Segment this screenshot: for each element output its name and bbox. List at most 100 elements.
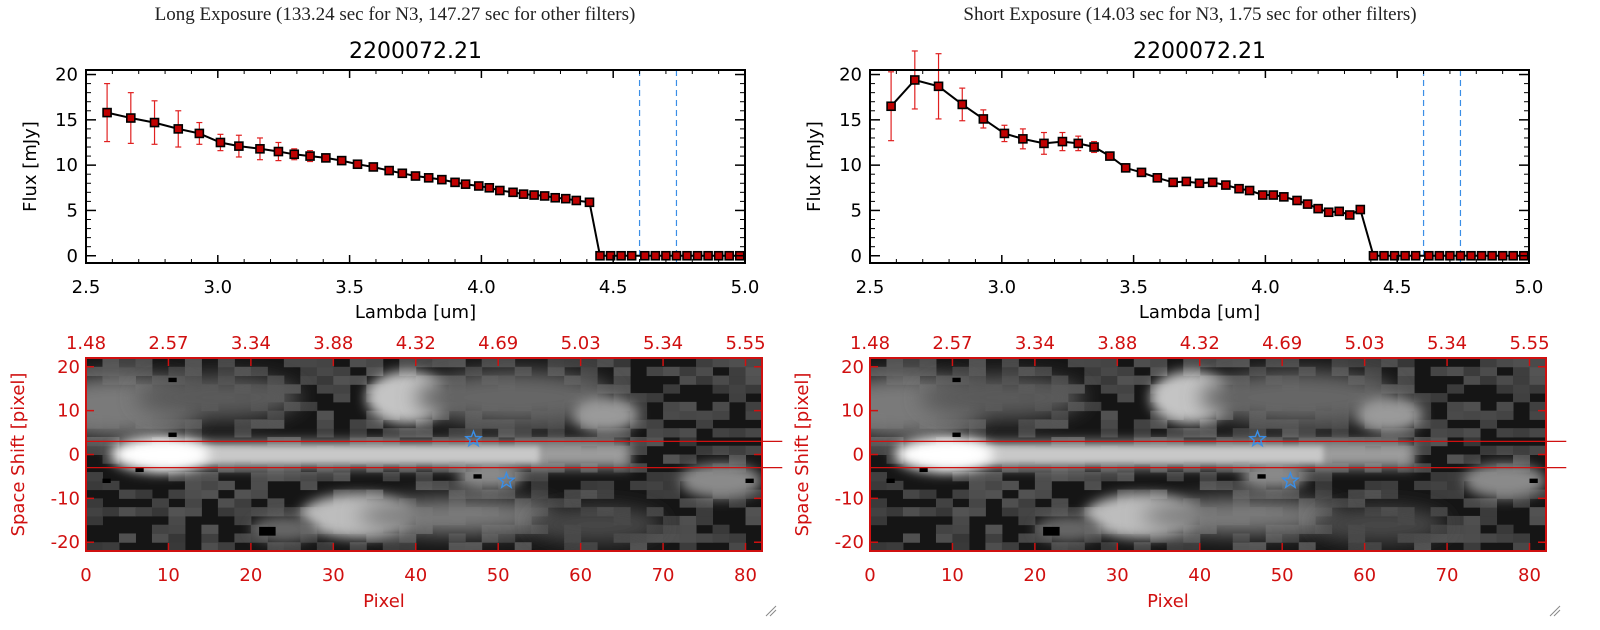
noise-pixel — [968, 366, 986, 377]
noise-pixel — [201, 489, 219, 499]
noise-pixel — [1034, 507, 1052, 517]
noise-pixel — [712, 401, 730, 412]
noise-pixel — [316, 472, 334, 482]
emission-patch — [456, 463, 523, 490]
emission-patch — [1356, 397, 1423, 433]
flux-point — [273, 146, 284, 157]
masked-pixel — [952, 432, 961, 437]
noise-pixel — [1381, 489, 1399, 499]
noise-pixel — [630, 445, 648, 455]
noise-pixel — [366, 358, 384, 368]
noise-pixel — [935, 507, 953, 517]
noise-pixel — [663, 410, 681, 420]
noise-pixel — [1117, 375, 1135, 385]
noise-pixel — [1529, 507, 1546, 517]
noise-pixel — [985, 489, 1003, 499]
noise-pixel — [135, 507, 153, 517]
noise-pixel — [712, 384, 730, 394]
y-axis-label: Space Shift [pixel] — [792, 373, 813, 537]
noise-pixel — [316, 384, 334, 394]
noise-pixel — [886, 358, 904, 368]
noise-pixel — [729, 454, 747, 464]
noise-pixel — [1364, 366, 1382, 377]
noise-pixel — [646, 393, 664, 403]
flux-point — [1334, 206, 1345, 217]
noise-pixel — [985, 480, 1003, 491]
noise-pixel — [712, 375, 730, 385]
masked-pixel — [952, 377, 961, 383]
noise-pixel — [498, 489, 516, 499]
masked-pixel — [919, 467, 928, 473]
noise-pixel — [151, 524, 169, 534]
y-axis-label: Flux [mJy] — [20, 121, 41, 212]
noise-pixel — [1018, 515, 1036, 526]
noise-pixel — [902, 489, 920, 499]
flux-point — [1497, 250, 1508, 261]
noise-pixel — [1364, 489, 1382, 499]
noise-pixel — [1480, 445, 1498, 455]
x-tick-label: 4.5 — [599, 277, 628, 298]
noise-pixel — [663, 489, 681, 499]
emission-patch — [1199, 371, 1398, 424]
y-tick-label: 10 — [55, 155, 78, 176]
noise-pixel — [646, 472, 664, 482]
noise-pixel — [349, 375, 367, 385]
noise-pixel — [366, 410, 384, 420]
noise-pixel — [679, 515, 697, 526]
noise-pixel — [985, 524, 1003, 534]
noise-pixel — [1034, 480, 1052, 491]
noise-pixel — [250, 533, 268, 543]
noise-pixel — [1100, 419, 1118, 429]
noise-pixel — [547, 366, 565, 377]
noise-pixel — [1397, 428, 1415, 438]
noise-pixel — [1084, 358, 1102, 368]
noise-pixel — [432, 410, 450, 420]
x-axis-label: Lambda [um] — [355, 302, 476, 323]
noise-pixel — [1430, 480, 1448, 491]
noise-pixel — [102, 445, 120, 455]
noise-pixel — [630, 410, 648, 420]
flux-point — [1445, 250, 1455, 261]
noise-pixel — [1315, 498, 1333, 508]
noise-pixel — [448, 542, 466, 551]
noise-pixel — [597, 489, 615, 499]
flux-point — [1073, 138, 1084, 149]
noise-pixel — [1166, 428, 1184, 438]
noise-pixel — [1480, 498, 1498, 508]
top-tick-label: 3.88 — [1097, 333, 1137, 354]
noise-pixel — [300, 366, 318, 377]
noise-pixel — [952, 542, 970, 551]
noise-pixel — [870, 515, 887, 526]
top-tick-label: 5.55 — [1509, 333, 1549, 354]
spectrum-plot-right: 2200072.21 2.5 3.0 3.5 4.0 4.5 5.0 0 5 10 15 20 Lamb… — [804, 39, 1543, 323]
noise-pixel — [1513, 358, 1531, 368]
noise-pixel — [1133, 358, 1151, 368]
emission-patch — [1150, 371, 1233, 424]
x-tick-label: 4.5 — [1383, 277, 1412, 298]
noise-pixel — [679, 533, 697, 543]
noise-pixel — [935, 533, 953, 543]
noise-pixel — [531, 489, 549, 499]
noise-pixel — [481, 358, 499, 368]
noise-pixel — [1034, 366, 1052, 377]
flux-point — [1234, 183, 1244, 194]
noise-pixel — [1447, 454, 1465, 464]
noise-pixel — [646, 480, 664, 491]
x-tick-label: 50 — [487, 565, 510, 586]
noise-pixel — [1133, 419, 1151, 429]
noise-pixel — [168, 507, 186, 517]
masked-pixel — [745, 478, 754, 484]
noise-pixel — [968, 358, 986, 368]
flux-point — [450, 177, 460, 188]
noise-pixel — [952, 515, 970, 526]
x-tick-label: 20 — [1023, 565, 1046, 586]
noise-pixel — [399, 542, 417, 551]
noise-pixel — [1496, 410, 1514, 420]
noise-pixel — [86, 498, 103, 508]
emission-patch — [919, 375, 1085, 420]
noise-pixel — [415, 358, 433, 368]
flux-point — [1279, 192, 1289, 202]
top-tick-label: 5.55 — [725, 333, 765, 354]
noise-pixel — [481, 489, 499, 499]
noise-pixel — [1496, 428, 1514, 438]
